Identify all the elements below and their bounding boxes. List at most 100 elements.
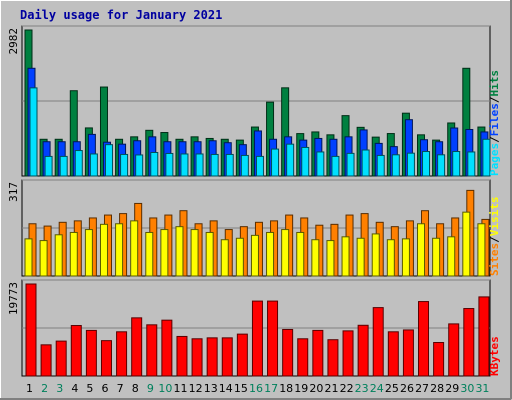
visits-bar xyxy=(69,231,78,277)
pages-bar xyxy=(452,151,461,177)
day-label: 18 xyxy=(279,382,293,395)
day-label: 7 xyxy=(117,382,124,395)
visits-bar xyxy=(84,229,93,277)
visits-bar xyxy=(24,238,33,277)
pages-bar xyxy=(346,152,355,177)
pages-bar xyxy=(271,148,280,177)
visits-bar xyxy=(250,234,259,277)
day-label: 17 xyxy=(264,382,278,395)
day-label: 28 xyxy=(430,382,444,395)
visits-bar xyxy=(296,231,305,277)
legend-1: Pages/Files/Hits xyxy=(488,70,501,176)
panel-3: 19773 KBytes xyxy=(7,279,501,377)
visits-bar xyxy=(311,239,320,277)
visits-bar xyxy=(235,237,244,277)
visits-bar xyxy=(115,223,124,277)
day-label: 2 xyxy=(41,382,48,395)
day-label: 21 xyxy=(324,382,338,395)
y-max-label: 19773 xyxy=(7,282,20,315)
legend-item: Files xyxy=(488,103,501,136)
pages-bar xyxy=(467,151,476,177)
kbytes-bar xyxy=(191,338,203,377)
pages-bar xyxy=(422,151,431,177)
kbytes-bar xyxy=(176,335,188,377)
day-label: 27 xyxy=(415,382,429,395)
visits-bar xyxy=(417,223,426,277)
pages-bar xyxy=(376,154,385,177)
kbytes-bar xyxy=(236,333,248,377)
pages-bar xyxy=(225,153,234,177)
kbytes-bar xyxy=(221,337,233,377)
pages-bar xyxy=(437,154,446,177)
visits-bar xyxy=(281,229,290,277)
kbytes-bar xyxy=(327,339,339,377)
pages-bar xyxy=(286,143,295,177)
pages-bar xyxy=(180,153,189,177)
visits-bar xyxy=(341,236,350,277)
day-label: 3 xyxy=(56,382,63,395)
kbytes-bar xyxy=(418,301,430,377)
visits-bar xyxy=(326,240,335,277)
day-label: 31 xyxy=(475,382,489,395)
kbytes-bar xyxy=(85,329,97,377)
panel-2: 317 Sites/Visits xyxy=(7,179,501,277)
kbytes-bar xyxy=(387,331,399,377)
legend-item: Pages xyxy=(488,143,501,176)
kbytes-bar xyxy=(297,338,309,377)
visits-bar xyxy=(462,211,471,277)
kbytes-bar xyxy=(70,325,82,377)
day-label: 24 xyxy=(370,382,384,395)
visits-bar xyxy=(175,226,184,277)
day-label: 29 xyxy=(445,382,459,395)
legend-item: KBytes xyxy=(488,336,501,376)
kbytes-bar xyxy=(161,319,173,377)
kbytes-bar xyxy=(116,331,128,377)
visits-bar xyxy=(356,237,365,277)
pages-bar xyxy=(89,153,98,177)
visits-bar xyxy=(145,231,154,277)
day-label: 10 xyxy=(158,382,172,395)
pages-bar xyxy=(316,151,325,177)
visits-bar xyxy=(386,239,395,277)
legend-3: KBytes xyxy=(488,336,501,376)
pages-bar xyxy=(74,150,83,177)
legend-item: Visits xyxy=(488,197,501,237)
kbytes-bar xyxy=(312,329,324,377)
pages-bar xyxy=(135,154,144,177)
visits-bar xyxy=(54,234,63,277)
pages-bar xyxy=(331,155,340,177)
day-label: 11 xyxy=(174,382,188,395)
y-max-label: 317 xyxy=(7,182,20,202)
day-label: 16 xyxy=(249,382,263,395)
day-label: 12 xyxy=(189,382,203,395)
visits-bar xyxy=(401,238,410,277)
kbytes-bar xyxy=(372,307,384,377)
kbytes-bar xyxy=(448,323,460,377)
day-label: 13 xyxy=(204,382,218,395)
pages-bar xyxy=(255,155,264,177)
pages-bar xyxy=(210,153,219,177)
day-label: 6 xyxy=(102,382,109,395)
day-label: 19 xyxy=(294,382,308,395)
day-label: 30 xyxy=(460,382,474,395)
pages-bar xyxy=(301,146,310,177)
kbytes-bar xyxy=(206,337,218,377)
visits-bar xyxy=(447,236,456,277)
day-label: 14 xyxy=(219,382,233,395)
day-label: 25 xyxy=(385,382,399,395)
day-label: 22 xyxy=(340,382,354,395)
visits-bar xyxy=(205,231,214,277)
kbytes-bar xyxy=(357,324,369,377)
legend-item: / xyxy=(488,136,501,143)
day-label: 9 xyxy=(147,382,154,395)
pages-bar xyxy=(59,155,68,177)
visits-bar xyxy=(190,229,199,277)
pages-bar xyxy=(361,149,370,177)
day-label: 20 xyxy=(309,382,323,395)
kbytes-bar xyxy=(433,341,445,377)
visits-bar xyxy=(477,223,486,277)
day-label: 8 xyxy=(132,382,139,395)
